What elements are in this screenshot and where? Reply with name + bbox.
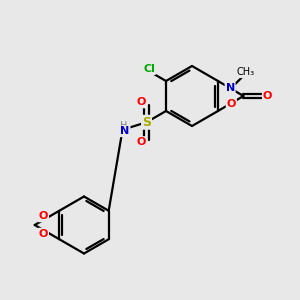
Text: O: O xyxy=(136,137,146,147)
Text: CH₃: CH₃ xyxy=(236,67,254,77)
Text: O: O xyxy=(226,99,236,109)
Text: H: H xyxy=(120,121,128,131)
Text: N: N xyxy=(120,126,130,136)
Text: O: O xyxy=(263,91,272,101)
Text: S: S xyxy=(142,116,151,129)
Text: O: O xyxy=(136,98,146,107)
Text: O: O xyxy=(39,229,48,238)
Text: Cl: Cl xyxy=(143,64,155,74)
Text: O: O xyxy=(39,212,48,221)
Text: N: N xyxy=(226,83,235,93)
